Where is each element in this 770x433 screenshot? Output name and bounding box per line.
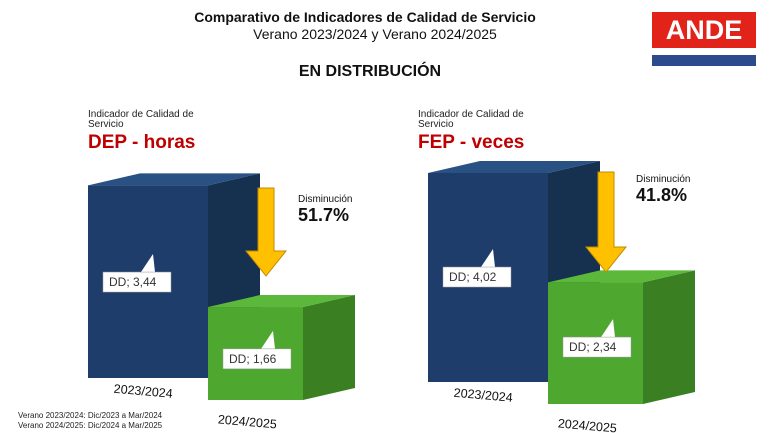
category-label: 2024/2025 (557, 416, 617, 433)
bar-top (208, 295, 355, 308)
change-label: Disminución (298, 194, 352, 205)
change-value: 41.8% (636, 185, 687, 205)
data-label-box (442, 266, 512, 288)
section-title: EN DISTRIBUCIÓN (298, 63, 442, 80)
slide-subtitle: Verano 2023/2024 y Verano 2024/2025 (253, 26, 497, 42)
bar-side (643, 270, 695, 404)
bar-top (548, 270, 695, 283)
footnote-2: Verano 2024/2025: Dic/2024 a Mar/2025 (18, 421, 163, 430)
data-label: DD; 2,34 (569, 340, 617, 354)
indicator-label-2: Servicio (88, 119, 124, 130)
data-label: DD; 3,44 (109, 275, 157, 289)
logo-stripe (652, 55, 756, 66)
data-label-box (562, 336, 632, 358)
logo-text: ANDE (652, 12, 756, 48)
callout-pointer (481, 249, 495, 268)
data-label-box (102, 271, 172, 293)
change-value: 51.7% (298, 205, 349, 225)
data-label: DD; 4,02 (449, 270, 497, 284)
bar-top (88, 173, 260, 186)
bar-top (428, 160, 600, 173)
chart-title: DEP - horas (88, 132, 195, 153)
category-label: 2024/2025 (217, 412, 277, 431)
indicator-label: Indicador de Calidad de (418, 109, 524, 120)
data-label: DD; 1,66 (229, 352, 277, 366)
down-arrow-icon (244, 187, 288, 277)
category-label: 2023/2024 (453, 386, 513, 405)
callout-pointer (261, 330, 275, 349)
bar-side (303, 295, 355, 400)
callout-pointer (601, 319, 615, 338)
indicator-label-2: Servicio (418, 119, 454, 130)
category-label: 2023/2024 (113, 382, 173, 401)
callout-pointer (141, 254, 155, 273)
footnote-1: Verano 2023/2024: Dic/2023 a Mar/2024 (18, 411, 163, 420)
data-label-box (222, 348, 292, 370)
down-arrow-icon (584, 171, 628, 273)
ande-logo: ANDE (652, 12, 756, 66)
change-label: Disminución (636, 174, 690, 185)
indicator-label: Indicador de Calidad de (88, 109, 194, 120)
slide-title: Comparativo de Indicadores de Calidad de… (194, 9, 536, 25)
chart-title: FEP - veces (418, 132, 524, 153)
